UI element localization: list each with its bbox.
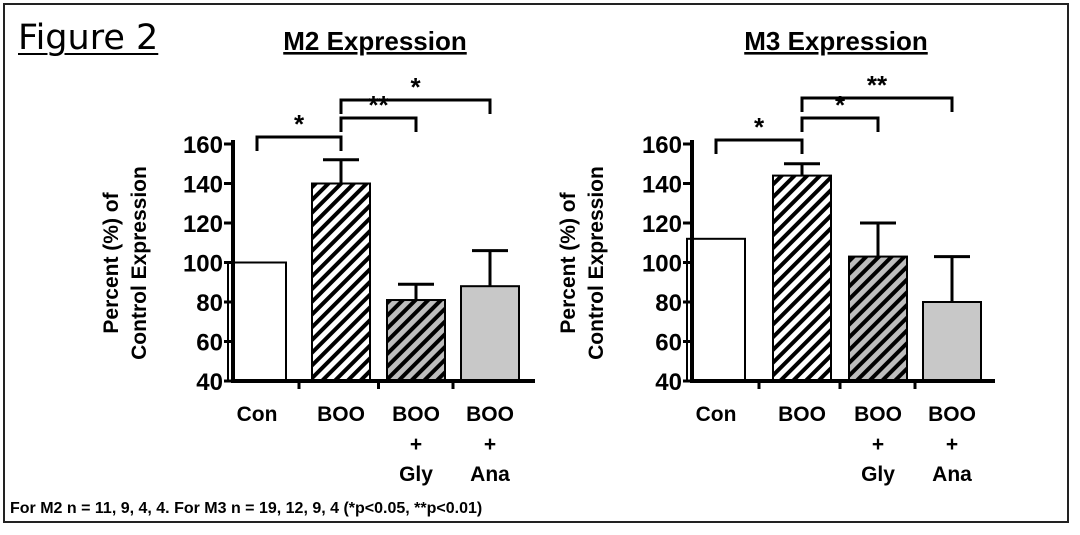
- bar: [772, 174, 832, 382]
- chart-1: M2 Expression Percent (%) of Control Expre…: [100, 26, 535, 486]
- x-tick-label: +: [410, 433, 422, 456]
- bar: [227, 261, 287, 382]
- footnote: For M2 n = 11, 9, 4, 4. For M3 n = 19, 1…: [10, 500, 483, 517]
- bar: [848, 255, 908, 383]
- significance-label: **: [368, 90, 389, 120]
- y-tick-label: 120: [183, 211, 223, 238]
- x-tick-label: Ana: [932, 463, 972, 486]
- bar: [686, 237, 746, 382]
- significance-label: *: [835, 90, 846, 120]
- figure-label: Figure 2: [18, 18, 159, 58]
- x-tick-label: +: [872, 433, 884, 456]
- bar: [311, 182, 371, 382]
- significance-label: **: [867, 70, 888, 100]
- x-tick-label: BOO: [928, 403, 976, 426]
- bar: [386, 299, 446, 382]
- x-tick-label: Con: [237, 403, 278, 426]
- y-tick-label: 40: [655, 369, 682, 396]
- y-axis-label: Control Expression: [585, 166, 608, 360]
- x-tick-label: Gly: [861, 463, 895, 486]
- significance-bracket: [339, 116, 418, 132]
- y-tick-label: 140: [642, 172, 682, 199]
- y-tick-label: 140: [183, 172, 223, 199]
- y-tick-label: 100: [642, 251, 682, 278]
- significance-label: *: [294, 109, 305, 139]
- chart-title: M3 Expression: [744, 26, 928, 56]
- x-tick-label: BOO: [317, 403, 365, 426]
- chart-2: M3 Expression Percent (%) of Control Expre…: [557, 26, 995, 486]
- y-tick-label: 80: [655, 290, 682, 317]
- significance-bracket: [255, 135, 343, 151]
- y-axis-label: Control Expression: [128, 166, 151, 360]
- x-tick-label: BOO: [778, 403, 826, 426]
- figure-frame: [3, 3, 1069, 523]
- y-tick-label: 120: [642, 211, 682, 238]
- x-tick-label: Ana: [470, 463, 510, 486]
- y-axis-label: Percent (%) of: [100, 191, 123, 333]
- chart-title: M2 Expression: [283, 26, 467, 56]
- bar: [460, 285, 520, 383]
- significance-bracket: [339, 98, 492, 114]
- x-tick-label: +: [946, 433, 958, 456]
- y-tick-label: 40: [196, 369, 223, 396]
- significance-bracket: [800, 116, 880, 132]
- y-axis-label: Percent (%) of: [557, 191, 580, 333]
- y-tick-label: 160: [642, 132, 682, 159]
- y-tick-label: 60: [196, 330, 223, 357]
- significance-bracket: [800, 96, 954, 112]
- x-tick-label: BOO: [392, 403, 440, 426]
- x-tick-label: BOO: [854, 403, 902, 426]
- significance-bracket: [714, 138, 804, 154]
- bar: [922, 301, 982, 382]
- x-tick-label: +: [484, 433, 496, 456]
- y-tick-label: 80: [196, 290, 223, 317]
- y-tick-label: 100: [183, 251, 223, 278]
- x-tick-label: BOO: [466, 403, 514, 426]
- y-tick-label: 60: [655, 330, 682, 357]
- significance-label: *: [754, 112, 765, 142]
- x-tick-label: Con: [696, 403, 737, 426]
- x-tick-label: Gly: [399, 463, 433, 486]
- y-tick-label: 160: [183, 132, 223, 159]
- significance-label: *: [410, 72, 421, 102]
